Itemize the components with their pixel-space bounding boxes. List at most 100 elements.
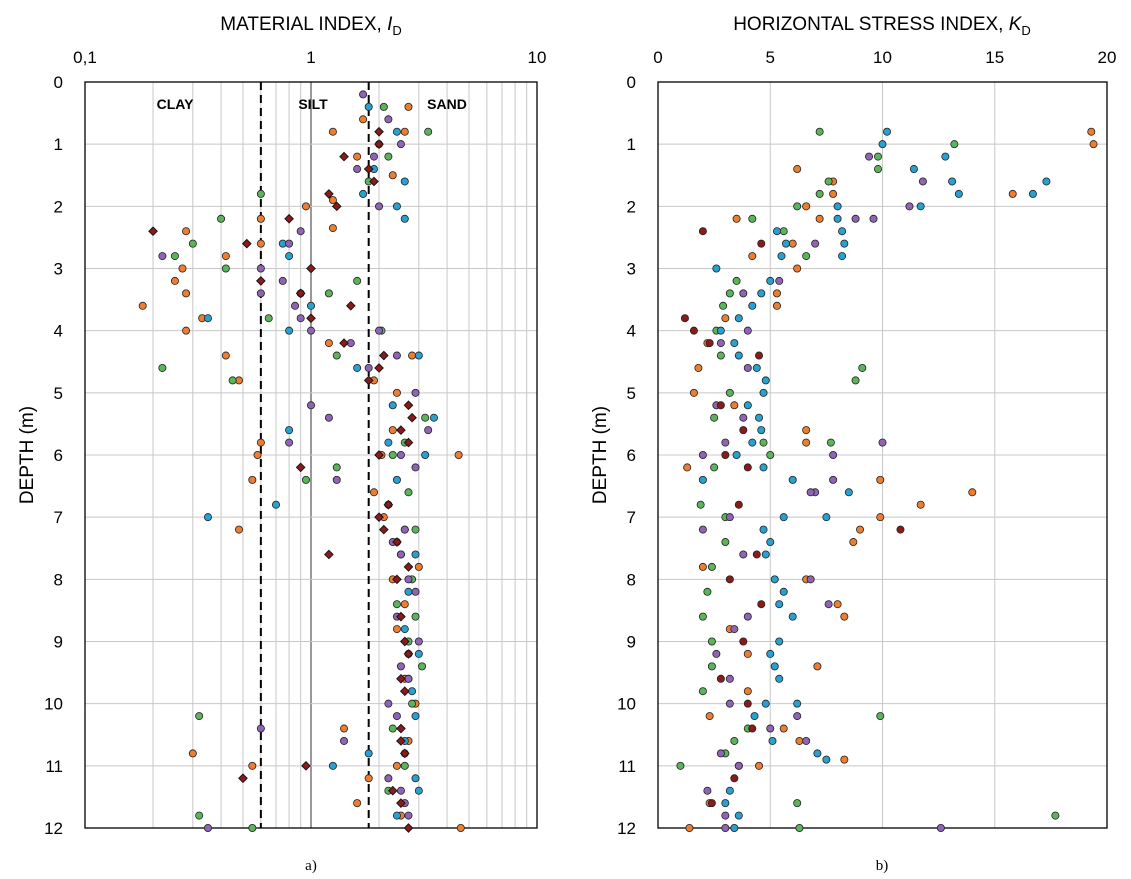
panel-b-series-2-point — [696, 500, 705, 509]
panel-b-series-3-point — [712, 264, 721, 273]
panel-a-y-tick-label: 7 — [54, 508, 63, 527]
panel-a-y-tick-label: 3 — [54, 260, 63, 279]
panel-b-series-2-point — [795, 824, 804, 833]
panel-b-series-3-point — [840, 239, 849, 248]
panel-b-series-3-point — [752, 363, 761, 372]
panel-b-series-1-point — [748, 252, 757, 261]
panel-b-series-5-point — [707, 799, 716, 808]
panel-a-series-4-point — [396, 450, 405, 459]
panel-b-series-2-point — [766, 450, 775, 459]
panel-b-series-4-point — [739, 550, 748, 559]
panel-b-y-tick-label: 5 — [627, 384, 636, 403]
panel-b-series-2-point — [851, 376, 860, 385]
panel-b-series-2-point — [707, 662, 716, 671]
panel-b-series-2-point — [793, 799, 802, 808]
panel-b-series-4-point — [734, 761, 743, 770]
panel-b-series-1-point — [856, 525, 865, 534]
panel-b-series-4-point — [824, 600, 833, 609]
panel-a-series-1-point — [256, 239, 265, 248]
panel-a-series-5-point — [374, 363, 384, 373]
panel-b-series-1-point — [705, 712, 714, 721]
panel-b-series-3-point — [793, 699, 802, 708]
panel-a-series-1-point — [256, 214, 265, 223]
panel-b-series-3-point — [779, 513, 788, 522]
panel-a-series-3-point — [285, 252, 294, 261]
panel-a-series-5-point — [324, 549, 334, 560]
panel-b-series-3-point — [748, 301, 757, 310]
panel-b-data-points — [676, 127, 1098, 833]
panel-a-series-5-point — [403, 400, 414, 411]
panel-a-series-1-point — [400, 127, 409, 136]
panel-b-series-3-point — [732, 450, 741, 459]
panel-b-series-3-point — [878, 140, 887, 149]
panel-b-x-tick-labels: 0 5 10 15 20 — [653, 48, 1116, 67]
panel-a-x-axis-title: MATERIAL INDEX, ID — [220, 14, 401, 38]
panel-b-series-1-point — [730, 401, 739, 410]
panel-a-series-3-point — [285, 326, 294, 335]
panel-a-series-3-point — [364, 102, 373, 111]
panel-b-series-3-point — [770, 662, 779, 671]
panel-a-x-tick-label: 1 — [306, 48, 315, 67]
panel-b-series-1-point — [755, 761, 764, 770]
panel-b-series-5-point — [716, 401, 725, 410]
panel-a-caption: a) — [305, 858, 317, 874]
panel-b-series-1-point — [685, 824, 694, 833]
panel-b-series-2-point — [730, 736, 739, 745]
panel-a-series-4-point — [158, 252, 167, 261]
panel-a-series-5-point — [374, 126, 384, 137]
panel-b-series-4-point — [905, 202, 914, 211]
panel-b-series-2-point — [707, 637, 716, 646]
panel-b-series-1-point — [694, 363, 703, 372]
panel-b-series-5-point — [755, 351, 764, 360]
panel-a-y-tick-label: 1 — [54, 135, 63, 154]
panel-b-series-3-point — [909, 165, 918, 174]
panel-b-series-5-point — [721, 450, 730, 459]
panel-b-series-5-point — [757, 600, 766, 609]
panel-b-series-4-point — [725, 699, 734, 708]
panel-b-series-2-point — [732, 276, 741, 285]
panel-a-y-tick-label: 12 — [44, 819, 63, 838]
panel-a-series-3-point — [388, 401, 397, 410]
panel-a-series-2-point — [228, 376, 237, 385]
panel-a-series-4-point — [384, 774, 393, 783]
panel-a-zone-boundaries — [259, 82, 370, 828]
panel-b-series-3-point — [788, 612, 797, 621]
panel-b-series-5-point — [739, 426, 748, 435]
panel-b-series-1-point — [793, 264, 802, 273]
panel-a-series-3-point — [384, 438, 393, 447]
panel-a-y-tick-label: 2 — [54, 197, 63, 216]
panel-b-series-5-point — [705, 339, 714, 348]
panel-b-series-4-point — [806, 488, 815, 497]
panel-a-series-1-point — [328, 196, 337, 205]
panel-b-series-3-point — [766, 276, 775, 285]
panel-b-series-4-point — [730, 625, 739, 634]
panel-a-series-5-point — [374, 512, 384, 523]
panel-b-series-1-point — [829, 189, 838, 198]
panel-b-series-3-point — [759, 525, 768, 534]
panel-a-y-tick-label: 10 — [44, 695, 63, 714]
panel-a-series-5-point — [396, 736, 406, 746]
panel-b-series-3-point — [838, 227, 847, 236]
panel-a-series-5-point — [301, 760, 311, 771]
panel-b-series-4-point — [743, 326, 752, 335]
panel-a-series-3-point — [392, 811, 401, 820]
panel-b-series-3-point — [948, 177, 957, 186]
panel-b-series-1-point — [788, 239, 797, 248]
panel-a-series-1-point — [388, 171, 397, 180]
panel-a-series-2-point — [404, 488, 413, 497]
panel-a-series-1-point — [414, 562, 423, 571]
panel-b-series-4-point — [721, 811, 730, 820]
panel-a-series-5-point — [403, 823, 414, 833]
panel-a-series-2-point — [195, 712, 204, 721]
panel-a-series-2-point — [158, 363, 167, 372]
panel-a-series-4-point — [296, 314, 305, 323]
panel-b-series-5-point — [743, 463, 752, 472]
panel-b-caption: b) — [876, 858, 889, 874]
panel-a-series-1-point — [324, 339, 333, 348]
panel-a-series-2-point — [195, 811, 204, 820]
panel-a-series-3-point — [411, 774, 420, 783]
panel-b-series-3-point — [755, 413, 764, 422]
panel-a-series-2-point — [332, 351, 341, 360]
